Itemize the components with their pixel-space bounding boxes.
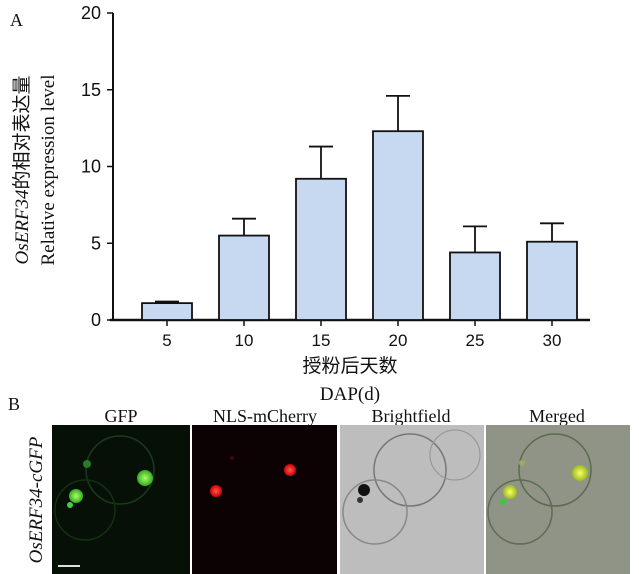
image-mcherry [192, 425, 337, 574]
y-axis-label-en: Relative expression level [38, 75, 59, 266]
row-label: OsERF34-cGFP [26, 436, 47, 563]
y-label-gene: OsERF34 [12, 189, 33, 264]
x-tick-label: 10 [235, 331, 254, 350]
x-tick-label: 30 [543, 331, 562, 350]
bar [218, 234, 270, 321]
y-tick-label: 10 [81, 157, 101, 177]
image-gfp [52, 425, 190, 574]
x-tick-label: 20 [389, 331, 408, 350]
x-axis-label-cn: 授粉后天数 [302, 355, 397, 377]
column-label-merged: Merged [529, 406, 585, 426]
bar [526, 240, 578, 321]
panel-b-label: B [8, 394, 20, 414]
column-label-brightfield: Brightfield [372, 406, 451, 426]
column-label-gfp: GFP [104, 406, 137, 426]
bar [372, 130, 424, 321]
column-label-mcherry: NLS-mCherry [213, 406, 317, 426]
y-tick-label: 0 [91, 310, 101, 330]
bar [295, 177, 347, 321]
x-tick-label: 5 [162, 331, 171, 350]
y-axis-label-cn: OsERF34的相对表达量 [11, 76, 33, 265]
image-merged [486, 425, 630, 574]
x-tick-label: 15 [312, 331, 331, 350]
bar [449, 251, 501, 321]
y-tick-label: 20 [81, 3, 101, 23]
y-tick-label: 5 [91, 233, 101, 253]
x-tick-label: 25 [466, 331, 485, 350]
image-brightfield [340, 425, 484, 574]
y-tick-label: 15 [81, 80, 101, 100]
bar [141, 302, 193, 321]
x-axis-label-en: DAP(d) [320, 384, 380, 405]
plot-area: 0 5 10 15 20 5 10 15 20 25 30 [81, 3, 590, 350]
y-label-cn-rest: 的相对表达量 [11, 76, 33, 190]
panel-a-label: A [10, 10, 23, 30]
